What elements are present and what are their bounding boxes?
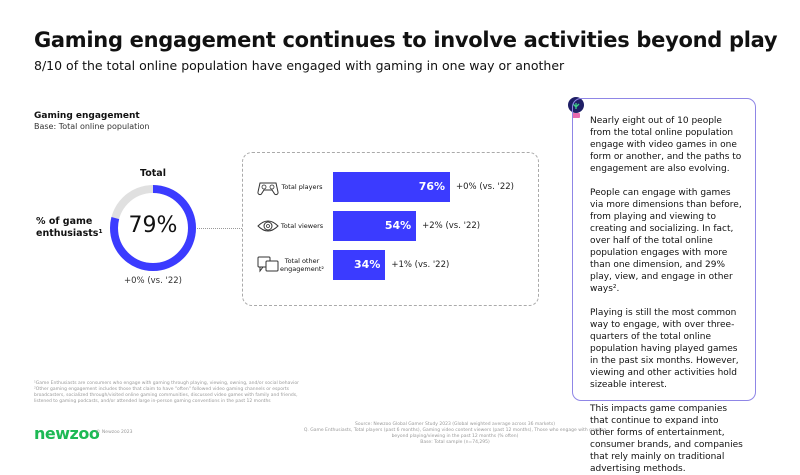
bar-category-label: Total viewers bbox=[280, 222, 324, 230]
bar: 34% bbox=[333, 250, 386, 280]
page-subtitle: 8/10 of the total online population have… bbox=[34, 58, 565, 73]
panel-paragraph: Nearly eight out of 10 people from the t… bbox=[590, 116, 742, 174]
donut-header: Total bbox=[140, 168, 166, 179]
donut-value: 79% bbox=[128, 213, 178, 238]
bar-change-label: +0% (vs. '22) bbox=[456, 182, 514, 192]
insight-panel: Nearly eight out of 10 people from the t… bbox=[572, 98, 756, 474]
footnote: ¹Game Enthusiasts are consumers who enga… bbox=[34, 381, 299, 386]
panel-paragraph: This impacts game companies that continu… bbox=[590, 404, 743, 474]
eye-icon bbox=[256, 214, 280, 242]
chart-base: Base: Total online population bbox=[34, 122, 150, 131]
panel-paragraph: People can engage with games via more di… bbox=[590, 188, 742, 294]
source: Source: Newzoo Global Gamer Study 2023 (… bbox=[355, 422, 555, 427]
footnotes: ¹Game Enthusiasts are consumers who enga… bbox=[34, 381, 314, 405]
donut-chart bbox=[110, 185, 196, 271]
bar-change-label: +2% (vs. '22) bbox=[422, 221, 481, 231]
bar-chart-box bbox=[242, 152, 539, 306]
footnote: ²Other gaming engagement includes those … bbox=[34, 387, 298, 404]
base: Base: Total sample (n=74,295) bbox=[420, 440, 490, 445]
donut-value-arc bbox=[110, 185, 196, 271]
bar-change-label: +1% (vs. '22) bbox=[391, 260, 450, 270]
bar-category-label: Total players bbox=[281, 183, 323, 191]
bar: 76% bbox=[333, 172, 451, 202]
bar: 54% bbox=[333, 211, 417, 241]
panel-paragraph: Playing is still the most common way to … bbox=[590, 308, 739, 390]
donut-label: % of game enthusiasts¹ bbox=[36, 216, 103, 239]
newzoo-logo: newzoo bbox=[34, 424, 100, 443]
copyright: © Newzoo 2023 bbox=[96, 430, 133, 435]
bar-category-label: Total other engagement² bbox=[280, 257, 324, 273]
chat-bubbles-icon bbox=[256, 253, 280, 281]
chart-title: Gaming engagement bbox=[34, 111, 140, 121]
connector-line bbox=[197, 228, 242, 229]
gamepad-icon bbox=[256, 175, 280, 203]
question: Q. Game Enthusiasts, Total players (past… bbox=[303, 428, 607, 439]
source-notes: Source: Newzoo Global Gamer Study 2023 (… bbox=[300, 422, 610, 446]
page-title: Gaming engagement continues to involve a… bbox=[34, 28, 778, 52]
donut-change: +0% (vs. '22) bbox=[124, 276, 182, 286]
